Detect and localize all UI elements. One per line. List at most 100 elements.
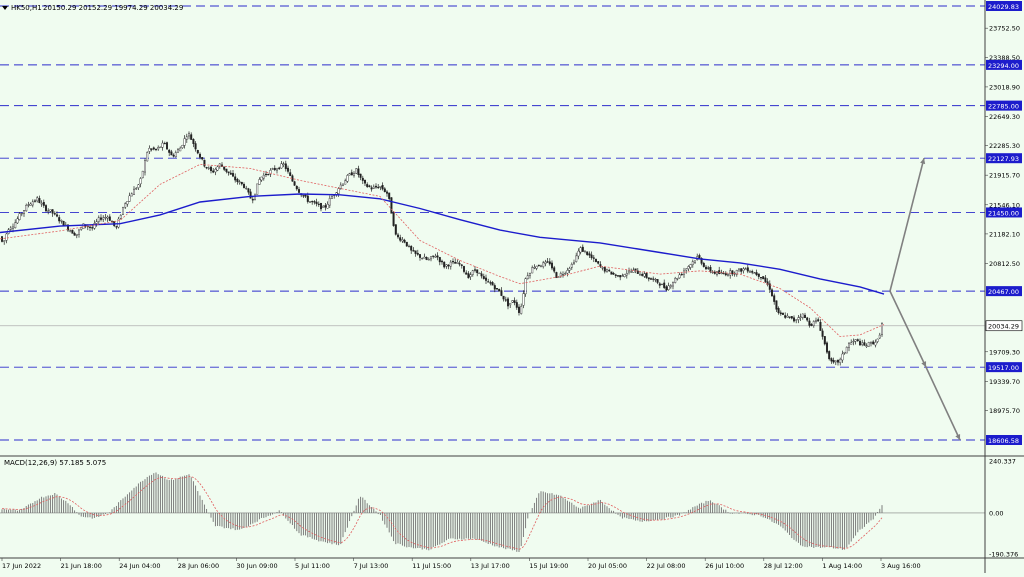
candle-body (529, 273, 532, 276)
time-tick-label: 30 Jun 09:00 (236, 562, 277, 570)
price-tick-label: 22285.30 (989, 142, 1020, 150)
price-tick-label: 23752.50 (989, 25, 1020, 33)
candle-body (854, 339, 857, 342)
candle-body (685, 268, 688, 271)
forecast-arrow[interactable] (889, 290, 927, 368)
candle-body (680, 273, 683, 276)
candle-body (14, 222, 17, 229)
level-label: 22785.00 (988, 103, 1019, 111)
candle-body (641, 273, 644, 276)
candle-body (201, 157, 204, 160)
candle-body (416, 252, 419, 255)
collapse-triangle-icon[interactable] (2, 6, 8, 10)
candle-body (295, 185, 298, 190)
candle-body (227, 171, 230, 174)
candle-body (66, 224, 69, 231)
candle-body (590, 254, 593, 258)
candle-body (196, 150, 199, 154)
candle-body (135, 188, 138, 190)
candle-body (375, 185, 378, 188)
forecast-arrow-head (955, 434, 961, 440)
candle-body (190, 134, 193, 140)
time-axis[interactable]: 17 Jun 2022 21 Jun 18:00 24 Jun 04:00 28 Ju… (1, 558, 921, 570)
candle-body (447, 264, 450, 267)
candle-body (284, 163, 287, 170)
candle-body (370, 187, 373, 190)
candle-body (209, 166, 212, 171)
candle-body (665, 286, 668, 291)
candle-body (502, 295, 505, 300)
candle-body (623, 274, 626, 277)
level-label-box (986, 153, 1022, 164)
candle-body (815, 320, 818, 323)
candle-body (465, 272, 468, 275)
candle-body (436, 255, 439, 258)
candle-body (788, 316, 791, 318)
forecast-arrow[interactable] (889, 158, 925, 292)
level-label: 20467.00 (988, 288, 1019, 296)
candles (1, 131, 884, 366)
candle-body (265, 173, 268, 176)
candle-body (485, 277, 488, 281)
candle-body (810, 324, 813, 326)
candle-body (705, 266, 708, 270)
candle-body (487, 281, 490, 283)
candle-body (322, 205, 325, 208)
candle-body (784, 315, 787, 318)
candle-body (45, 205, 48, 212)
candle-body (775, 300, 778, 310)
candle-body (214, 169, 217, 173)
horizontal-levels (0, 5, 985, 441)
price-axis[interactable]: 23752.50 23388.50 23018.90 22649.30 22285.30… (985, 25, 1020, 415)
candle-body (619, 275, 622, 278)
candle-body (839, 358, 842, 363)
candle-body (531, 267, 534, 274)
candle-body (548, 261, 551, 265)
candle-body (720, 272, 723, 274)
candle-body (368, 185, 371, 188)
level-price-labels: 24029.83 23294.00 22785.00 22127.93 21450.00… (985, 1, 1023, 445)
candle-body (537, 264, 540, 267)
candle-body (386, 191, 389, 194)
forecast-arrow[interactable] (925, 366, 961, 441)
candle-body (231, 173, 234, 177)
candle-body (170, 151, 173, 156)
candle-body (808, 320, 811, 326)
candle-body (817, 319, 820, 322)
candle-body (253, 193, 256, 200)
candle-body (126, 201, 129, 205)
candle-body (11, 226, 14, 229)
level-label: 23294.00 (988, 62, 1019, 70)
candle-body (735, 270, 738, 275)
candle-body (58, 217, 61, 222)
candle-body (863, 342, 866, 346)
candle-body (271, 168, 274, 170)
candle-body (806, 317, 809, 321)
candle-body (559, 273, 562, 277)
candle-body (511, 300, 514, 303)
candle-body (139, 178, 142, 185)
candle-body (859, 340, 862, 346)
candle-body (449, 261, 452, 267)
candle-body (278, 167, 281, 170)
price-tick-label: 18975.70 (989, 407, 1020, 415)
candle-body (359, 173, 362, 178)
candle-body (165, 142, 168, 150)
candle-body (522, 293, 525, 306)
macd-tick-label: -190.376 (989, 551, 1018, 559)
candle-body (293, 181, 296, 186)
time-tick-label: 5 Jul 11:00 (295, 562, 330, 570)
candle-body (357, 168, 360, 175)
candle-body (867, 342, 870, 347)
candle-body (749, 271, 752, 273)
candle-body (262, 174, 265, 179)
candle-body (496, 288, 499, 290)
candle-body (388, 192, 391, 199)
candle-body (20, 212, 23, 215)
candle-body (425, 257, 428, 260)
candle-body (95, 221, 98, 224)
candle-body (438, 257, 441, 263)
candle-body (614, 274, 617, 276)
candle-body (121, 206, 124, 215)
